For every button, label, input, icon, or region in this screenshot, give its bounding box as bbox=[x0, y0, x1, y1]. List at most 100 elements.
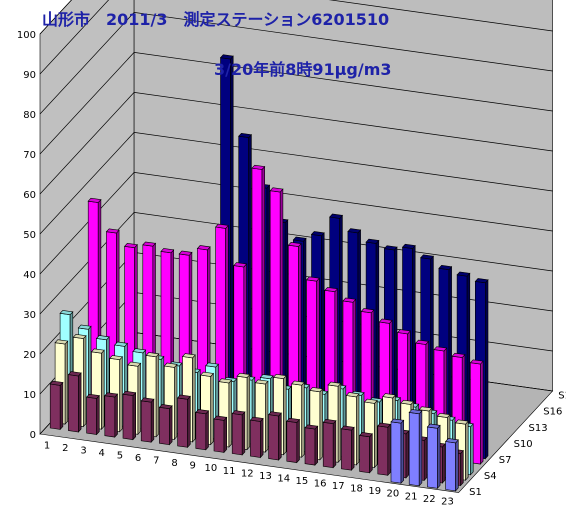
bar-front bbox=[231, 413, 243, 456]
bar-top bbox=[292, 236, 307, 242]
bar-side bbox=[374, 399, 378, 469]
gridline bbox=[39, 92, 553, 195]
x-tick-label: 8 bbox=[171, 458, 177, 469]
bar-side bbox=[83, 334, 87, 428]
bar-top bbox=[104, 392, 119, 398]
bar-top bbox=[95, 335, 110, 341]
bar-side bbox=[96, 394, 100, 436]
bar-top bbox=[231, 410, 246, 416]
x-tick-label: 23 bbox=[441, 496, 454, 507]
bar-front bbox=[390, 421, 402, 484]
bar-top bbox=[54, 339, 69, 345]
bar-front bbox=[268, 414, 279, 461]
series-tick-label: S13 bbox=[529, 423, 548, 434]
x-tick-label: 7 bbox=[153, 456, 159, 467]
y-tick-label: 10 bbox=[23, 390, 36, 401]
bar-front bbox=[86, 396, 97, 435]
x-tick-label: 17 bbox=[332, 481, 345, 492]
bar-side bbox=[132, 391, 136, 441]
bar-side bbox=[78, 372, 82, 433]
bar-top bbox=[140, 397, 155, 403]
bar-front bbox=[286, 420, 298, 463]
bar-front bbox=[445, 441, 456, 492]
bar-top bbox=[324, 287, 339, 293]
bar-top bbox=[238, 132, 253, 138]
bar-top bbox=[433, 346, 448, 352]
bar-side bbox=[283, 374, 287, 456]
bar bbox=[195, 409, 210, 451]
bar-front bbox=[177, 397, 188, 448]
x-tick-label: 2 bbox=[62, 443, 68, 454]
y-tick-label: 70 bbox=[23, 150, 36, 161]
bar-top bbox=[205, 362, 220, 368]
series-tick-label: S19 bbox=[558, 391, 566, 402]
bar-top bbox=[72, 333, 87, 339]
bar-side bbox=[174, 363, 178, 441]
bar-side bbox=[387, 423, 391, 477]
bar-top bbox=[259, 374, 274, 380]
x-tick-label: 19 bbox=[368, 486, 381, 497]
bar bbox=[49, 380, 64, 431]
bar-top bbox=[213, 415, 228, 421]
bar-front bbox=[377, 425, 389, 476]
bar-front bbox=[304, 427, 316, 466]
series-tick-label: S7 bbox=[499, 455, 512, 466]
bar-side bbox=[260, 417, 264, 459]
bar-side bbox=[319, 388, 323, 461]
bar bbox=[358, 432, 373, 474]
bar-side bbox=[59, 381, 64, 431]
bar-side bbox=[223, 416, 227, 454]
bar-top bbox=[347, 228, 362, 234]
bar-top bbox=[77, 324, 92, 330]
x-tick-label: 12 bbox=[241, 468, 254, 479]
bar-top bbox=[390, 418, 405, 424]
x-tick-label: 22 bbox=[423, 494, 436, 505]
bar-side bbox=[150, 398, 155, 443]
bar-side bbox=[480, 360, 484, 465]
x-tick-label: 9 bbox=[190, 461, 196, 472]
bar-top bbox=[378, 318, 393, 324]
bar-side bbox=[465, 420, 469, 481]
bar bbox=[249, 416, 264, 459]
bar bbox=[340, 425, 355, 471]
bar-side bbox=[442, 443, 446, 484]
bar bbox=[140, 397, 155, 443]
bar-top bbox=[127, 361, 142, 367]
bar-side bbox=[169, 405, 173, 446]
bar-side bbox=[205, 410, 209, 451]
bar-top bbox=[420, 254, 435, 260]
bar-top bbox=[400, 399, 415, 405]
bar-top bbox=[195, 409, 210, 415]
series-tick-label: S4 bbox=[484, 471, 497, 482]
x-tick-label: 1 bbox=[44, 440, 50, 451]
bar-side bbox=[228, 379, 232, 448]
bar-top bbox=[365, 238, 380, 244]
gridline bbox=[39, 0, 72, 35]
bar-top bbox=[249, 416, 264, 422]
bar-top bbox=[345, 392, 360, 398]
bar-top bbox=[469, 359, 484, 365]
bar-top bbox=[160, 248, 175, 254]
bar-top bbox=[254, 379, 269, 385]
x-tick-label: 21 bbox=[405, 491, 418, 502]
x-tick-label: 5 bbox=[117, 451, 123, 462]
y-tick-label: 60 bbox=[23, 190, 36, 201]
bar-top bbox=[327, 381, 342, 387]
gridline bbox=[39, 12, 553, 115]
y-tick-label: 0 bbox=[30, 430, 36, 441]
x-tick-label: 4 bbox=[99, 448, 105, 459]
bar-front bbox=[122, 393, 134, 440]
bar-side bbox=[210, 372, 214, 446]
bar-top bbox=[163, 362, 178, 368]
bar-top bbox=[145, 352, 160, 358]
bar-top bbox=[363, 398, 378, 404]
bar-top bbox=[59, 310, 74, 316]
bar-top bbox=[87, 197, 102, 203]
y-tick-label: 40 bbox=[23, 270, 36, 281]
y-tick-label: 20 bbox=[23, 350, 36, 361]
bar bbox=[444, 438, 459, 492]
bar-top bbox=[382, 393, 397, 399]
x-tick-label: 20 bbox=[387, 489, 400, 500]
bar-front bbox=[359, 435, 370, 474]
